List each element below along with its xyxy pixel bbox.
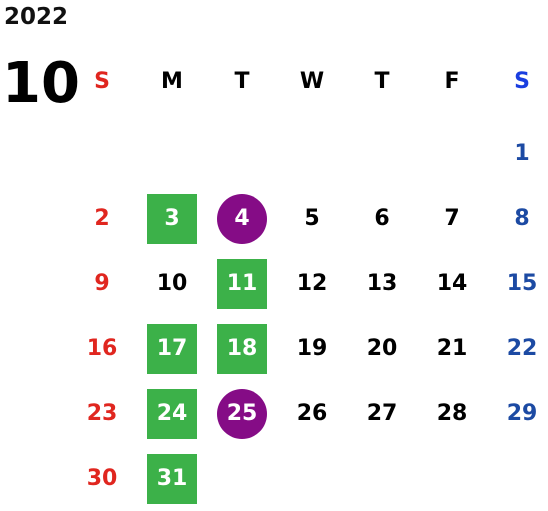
empty-cell (207, 121, 277, 186)
day-number: 21 (436, 336, 468, 361)
day-number: 8 (514, 206, 530, 231)
day-cell[interactable]: 22 (487, 316, 548, 381)
day-cell[interactable]: 26 (277, 381, 347, 446)
day-number: 6 (374, 206, 390, 231)
day-cell[interactable]: 13 (347, 251, 417, 316)
day-cell[interactable]: 5 (277, 186, 347, 251)
day-number: 12 (296, 271, 328, 296)
day-cell[interactable]: 12 (277, 251, 347, 316)
day-cell[interactable]: 8 (487, 186, 548, 251)
weekday-header: W (299, 68, 325, 94)
year-label: 2022 (4, 4, 69, 30)
weekday-header: M (161, 68, 183, 94)
day-cell[interactable]: 31 (137, 446, 207, 511)
day-cell[interactable]: 23 (67, 381, 137, 446)
weekday-header: S (514, 68, 530, 94)
day-number: 16 (86, 336, 118, 361)
empty-cell (137, 121, 207, 186)
day-number: 14 (436, 271, 468, 296)
day-number: 17 (147, 323, 197, 374)
day-number: 2 (94, 206, 110, 231)
weekday-header: T (374, 68, 390, 94)
day-number: 11 (217, 258, 267, 309)
weekday-header: S (94, 68, 110, 94)
calendar-grid: S M T W T F S 1 2 3 4 5 6 7 8 9 10 11 12 13 14 15 16 17 18 19 20 21… (67, 56, 548, 511)
empty-cell (277, 121, 347, 186)
day-cell[interactable]: 2 (67, 186, 137, 251)
day-cell[interactable]: 28 (417, 381, 487, 446)
day-number: 1 (514, 141, 530, 166)
day-number: 29 (506, 401, 538, 426)
day-number: 10 (156, 271, 188, 296)
day-number: 27 (366, 401, 398, 426)
day-cell[interactable]: 4 (207, 186, 277, 251)
empty-cell (347, 121, 417, 186)
empty-cell (67, 121, 137, 186)
weekday-header: F (444, 68, 460, 94)
empty-cell (417, 121, 487, 186)
day-cell[interactable]: 16 (67, 316, 137, 381)
day-cell[interactable]: 1 (487, 121, 548, 186)
day-cell[interactable]: 24 (137, 381, 207, 446)
day-cell[interactable]: 19 (277, 316, 347, 381)
day-number: 4 (217, 193, 267, 244)
day-cell[interactable]: 18 (207, 316, 277, 381)
day-cell[interactable]: 7 (417, 186, 487, 251)
day-number: 19 (296, 336, 328, 361)
day-number: 26 (296, 401, 328, 426)
day-number: 18 (217, 323, 267, 374)
day-number: 15 (506, 271, 538, 296)
day-cell[interactable]: 27 (347, 381, 417, 446)
month-number: 10 (2, 51, 80, 116)
day-number: 31 (147, 453, 197, 504)
day-number: 3 (147, 193, 197, 244)
day-number: 20 (366, 336, 398, 361)
day-number: 22 (506, 336, 538, 361)
day-number: 5 (304, 206, 320, 231)
day-cell[interactable]: 30 (67, 446, 137, 511)
day-cell[interactable]: 14 (417, 251, 487, 316)
day-cell[interactable]: 6 (347, 186, 417, 251)
day-cell[interactable]: 10 (137, 251, 207, 316)
day-number: 28 (436, 401, 468, 426)
day-cell[interactable]: 21 (417, 316, 487, 381)
day-number: 13 (366, 271, 398, 296)
day-cell[interactable]: 25 (207, 381, 277, 446)
day-number: 7 (444, 206, 460, 231)
day-cell[interactable]: 15 (487, 251, 548, 316)
day-number: 25 (217, 388, 267, 439)
day-cell[interactable]: 29 (487, 381, 548, 446)
day-number: 23 (86, 401, 118, 426)
day-cell[interactable]: 17 (137, 316, 207, 381)
day-cell[interactable]: 11 (207, 251, 277, 316)
day-number: 30 (86, 466, 118, 491)
day-cell[interactable]: 20 (347, 316, 417, 381)
day-number: 24 (147, 388, 197, 439)
weekday-header: T (234, 68, 250, 94)
day-number: 9 (94, 271, 110, 296)
day-cell[interactable]: 9 (67, 251, 137, 316)
day-cell[interactable]: 3 (137, 186, 207, 251)
